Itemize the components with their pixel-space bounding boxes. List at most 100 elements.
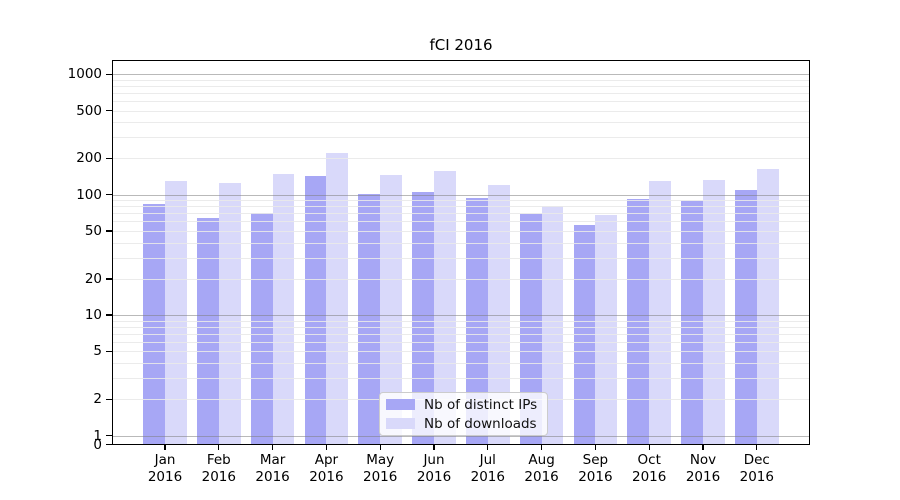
bar-downloads xyxy=(326,152,349,445)
y-gridline-minor xyxy=(112,200,810,202)
y-gridline-minor xyxy=(112,230,810,232)
x-axis-tick xyxy=(594,444,597,450)
y-axis-tick xyxy=(106,398,112,400)
chart-title: fCI 2016 xyxy=(429,36,493,54)
y-gridline-minor xyxy=(112,363,810,364)
y-gridline-minor xyxy=(112,221,810,223)
x-axis-tick xyxy=(702,444,704,450)
y-axis-tick xyxy=(106,443,112,446)
legend-swatch-downloads xyxy=(386,418,415,429)
y-tick-label: 10 xyxy=(84,307,102,324)
y-gridline-major xyxy=(112,315,810,317)
y-tick-label: 100 xyxy=(76,186,102,203)
y-axis-tick xyxy=(106,230,112,232)
y-axis-tick xyxy=(106,278,112,280)
x-tick-label: Jul 2016 xyxy=(470,451,505,485)
y-tick-label: 2 xyxy=(93,391,102,408)
bar-distinct-ips xyxy=(735,190,757,445)
y-gridline-minor xyxy=(112,206,810,208)
y-gridline-minor xyxy=(112,341,810,343)
y-gridline-minor xyxy=(112,137,810,139)
legend-swatch-distinct-ips xyxy=(386,399,415,410)
y-tick-label: 500 xyxy=(76,102,102,119)
y-axis-tick xyxy=(106,157,112,160)
x-tick-label: Dec 2016 xyxy=(739,451,774,485)
y-gridline-major xyxy=(112,435,810,437)
x-tick-label: Apr 2016 xyxy=(309,451,344,485)
bar-distinct-ips xyxy=(412,192,434,445)
y-gridline-minor xyxy=(112,122,810,124)
x-axis-tick xyxy=(218,444,220,450)
x-axis-tick xyxy=(433,444,435,450)
bar-downloads xyxy=(218,183,241,445)
legend-entry-downloads: Nb of downloads xyxy=(386,415,541,432)
y-gridline-minor xyxy=(112,101,810,102)
bar-distinct-ips xyxy=(573,225,596,445)
x-tick-label: Sep 2016 xyxy=(578,451,613,485)
y-gridline-major xyxy=(112,194,810,196)
x-axis-tick xyxy=(271,444,274,450)
bar-distinct-ips xyxy=(681,200,703,445)
bar-downloads xyxy=(434,171,456,445)
x-axis-tick xyxy=(325,444,328,450)
x-tick-label: Aug 2016 xyxy=(524,451,559,485)
x-tick-label: May 2016 xyxy=(363,451,398,485)
y-tick-label: 0 xyxy=(93,436,102,453)
bar-downloads xyxy=(487,185,510,445)
bar-downloads xyxy=(272,174,295,445)
x-tick-label: Jan 2016 xyxy=(147,451,183,485)
bar-distinct-ips xyxy=(519,214,542,445)
x-tick-label: Mar 2016 xyxy=(255,451,290,485)
bar-downloads xyxy=(380,175,402,445)
y-gridline-minor xyxy=(112,326,810,328)
x-axis-tick xyxy=(487,444,489,450)
y-axis-tick xyxy=(106,314,112,316)
y-gridline-minor xyxy=(112,158,810,160)
x-tick-label: Feb 2016 xyxy=(201,451,236,485)
x-tick-label: Oct 2016 xyxy=(632,451,667,485)
y-gridline-minor xyxy=(112,320,810,322)
y-axis-tick xyxy=(106,109,112,112)
y-gridline-minor xyxy=(112,213,810,215)
x-axis-tick xyxy=(756,444,758,450)
bar-downloads xyxy=(756,168,779,445)
bar-distinct-ips xyxy=(250,213,273,445)
y-axis-tick xyxy=(106,194,112,196)
y-gridline-minor xyxy=(112,351,810,353)
bar-distinct-ips xyxy=(143,204,165,445)
bar-distinct-ips xyxy=(627,199,650,445)
y-tick-label: 1 xyxy=(93,427,102,444)
y-gridline-minor xyxy=(112,79,810,81)
y-gridline-minor xyxy=(112,85,810,87)
y-gridline-minor xyxy=(112,278,810,280)
y-gridline-minor xyxy=(112,378,810,380)
x-tick-label: Jun 2016 xyxy=(416,451,452,485)
x-axis-tick xyxy=(648,444,650,450)
bar-distinct-ips xyxy=(358,193,381,445)
x-axis-tick xyxy=(379,444,381,450)
x-tick-label: Nov 2016 xyxy=(685,451,721,485)
y-axis-tick xyxy=(106,434,112,437)
y-gridline-minor xyxy=(112,110,810,112)
y-gridline-major xyxy=(112,74,810,76)
legend-label-downloads: Nb of downloads xyxy=(424,415,537,432)
y-axis-tick xyxy=(106,350,112,353)
bar-distinct-ips xyxy=(197,218,219,445)
legend-entry-distinct-ips: Nb of distinct IPs xyxy=(386,396,541,413)
legend-label-distinct-ips: Nb of distinct IPs xyxy=(424,396,538,413)
bar-downloads xyxy=(595,214,618,445)
y-tick-label: 20 xyxy=(84,270,102,287)
y-tick-label: 50 xyxy=(84,222,102,239)
x-axis-tick xyxy=(164,444,166,450)
x-axis-tick xyxy=(540,444,543,450)
y-tick-label: 200 xyxy=(76,150,102,167)
bar-distinct-ips xyxy=(304,175,327,445)
bar-downloads xyxy=(541,205,564,445)
y-gridline-minor xyxy=(112,242,810,244)
y-axis-tick xyxy=(106,73,112,75)
legend: Nb of distinct IPs Nb of downloads xyxy=(379,392,548,436)
y-gridline-minor xyxy=(112,257,810,259)
y-gridline-minor xyxy=(112,333,810,335)
y-tick-label: 1000 xyxy=(67,66,102,83)
